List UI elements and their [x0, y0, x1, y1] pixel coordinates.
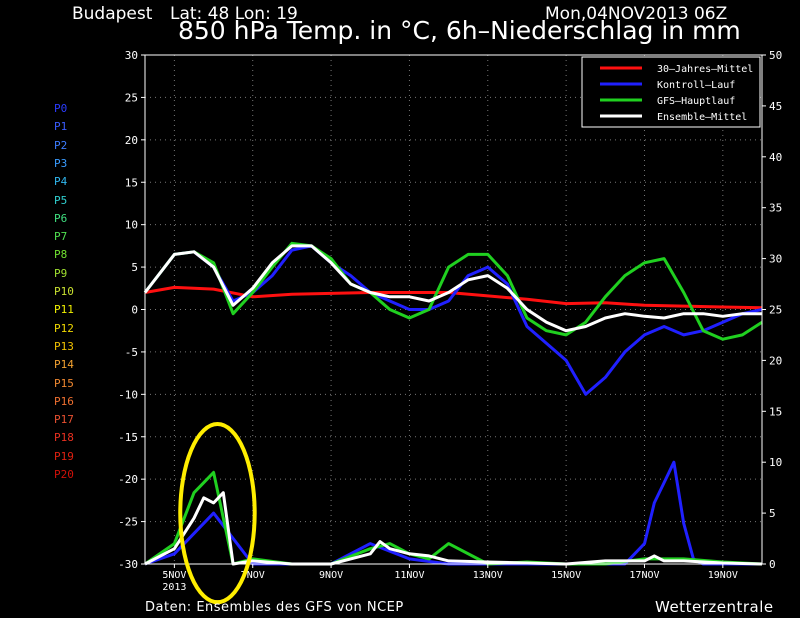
legend-label: 30–Jahres–Mittel [657, 64, 753, 75]
left-tick-label: 0 [131, 304, 138, 317]
x-tick-label: 19NOV [708, 570, 738, 581]
coords-label: Lat: 48 Lon: 19 [170, 4, 298, 24]
member-label: P6 [54, 211, 68, 225]
left-tick-label: -25 [118, 516, 138, 529]
x-tick-label: 11NOV [394, 570, 424, 581]
location-label: Budapest [72, 4, 153, 24]
legend-label: Kontroll–Lauf [657, 80, 735, 91]
left-tick-label: 10 [125, 219, 138, 232]
left-tick-label: 20 [125, 134, 138, 147]
member-label: P11 [54, 303, 74, 317]
left-tick-label: -5 [125, 346, 138, 359]
member-label: P18 [54, 431, 74, 445]
member-label: P15 [54, 376, 74, 390]
chart-title: 850 hPa Temp. in °C, 6h–Niederschlag in … [178, 16, 741, 45]
x-tick-label: 15NOV [551, 570, 581, 581]
plot-frame [144, 54, 763, 565]
run-label: Mon,04NOV2013 06Z [545, 4, 728, 24]
highlight-ellipse [178, 422, 257, 605]
member-label: P14 [54, 358, 74, 372]
ensemble-mean-temp-line [143, 244, 762, 333]
member-label: P2 [54, 138, 68, 152]
brand-label: Wetterzentrale [655, 598, 774, 616]
gfs-main-temp-line [143, 241, 763, 341]
member-label: P10 [54, 285, 74, 298]
right-tick-label: 25 [769, 304, 782, 317]
right-tick-label: 15 [769, 405, 782, 418]
left-tick-label: 15 [125, 176, 138, 189]
x-tick-label: 9NOV [319, 570, 343, 581]
ensemble-mean-precip-line [144, 491, 763, 566]
left-tick-label: 5 [131, 261, 138, 274]
member-label: P9 [54, 266, 68, 280]
member-label: P17 [54, 413, 74, 427]
right-tick-label: 30 [769, 253, 782, 266]
right-tick-label: 20 [769, 354, 782, 367]
right-tick-label: 40 [769, 151, 782, 164]
right-tick-label: 0 [769, 558, 776, 571]
x-tick-label: 5NOV [162, 570, 186, 581]
member-label: P19 [54, 449, 74, 463]
x-tick-label: 13NOV [473, 570, 503, 581]
left-tick-label: -20 [118, 473, 138, 486]
member-label: P16 [54, 394, 74, 408]
right-tick-label: 50 [769, 49, 782, 62]
legend-label: Ensemble–Mittel [657, 112, 747, 123]
member-label: P4 [54, 175, 68, 189]
member-label: P1 [54, 120, 68, 134]
left-tick-label: -15 [118, 431, 138, 444]
right-tick-label: 10 [769, 456, 782, 469]
left-tick-label: -30 [118, 558, 138, 571]
member-label: P5 [54, 193, 68, 207]
x-tick-label: 17NOV [629, 570, 659, 581]
control-precip-line [144, 460, 762, 566]
member-label: P3 [54, 156, 68, 170]
x-tick-sublabel: 2013 [162, 582, 186, 593]
member-label: P12 [54, 321, 74, 335]
gfs-main-precip-line [144, 470, 763, 566]
member-label: P20 [54, 468, 74, 481]
right-tick-label: 45 [769, 100, 782, 113]
source-label: Daten: Ensembles des GFS von NCEP [145, 600, 404, 615]
left-tick-label: 25 [125, 91, 138, 104]
right-tick-label: 5 [769, 507, 776, 520]
legend-label: GFS–Hauptlauf [657, 96, 735, 107]
member-label: P0 [54, 102, 68, 115]
left-tick-label: -10 [118, 388, 138, 401]
x-tick-label: 7NOV [241, 570, 265, 581]
right-tick-label: 35 [769, 202, 782, 215]
member-label: P8 [54, 248, 68, 262]
member-label: P7 [54, 230, 68, 244]
left-tick-label: 30 [125, 49, 138, 62]
member-label: P13 [54, 339, 74, 353]
